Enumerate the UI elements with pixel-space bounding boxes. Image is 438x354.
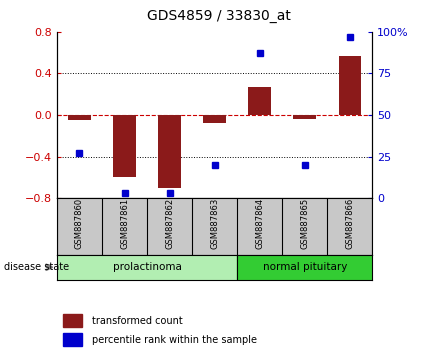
Text: GSM887866: GSM887866 — [345, 198, 354, 249]
Bar — [293, 115, 316, 119]
Text: prolactinoma: prolactinoma — [113, 262, 181, 272]
FancyBboxPatch shape — [63, 333, 82, 346]
Bar — [203, 115, 226, 124]
Bar — [68, 115, 91, 120]
Text: GSM887861: GSM887861 — [120, 198, 129, 249]
Bar — [339, 56, 361, 115]
Text: normal pituitary: normal pituitary — [262, 262, 347, 272]
Bar — [113, 115, 136, 177]
Text: transformed count: transformed count — [92, 316, 182, 326]
Text: GSM887862: GSM887862 — [165, 198, 174, 249]
Text: GSM887865: GSM887865 — [300, 198, 309, 249]
Text: GSM887863: GSM887863 — [210, 198, 219, 249]
Bar — [248, 87, 271, 115]
Text: disease state: disease state — [4, 262, 70, 272]
Bar — [158, 115, 181, 188]
Text: GDS4859 / 33830_at: GDS4859 / 33830_at — [147, 9, 291, 23]
Text: GSM887860: GSM887860 — [75, 198, 84, 249]
Text: GSM887864: GSM887864 — [255, 198, 264, 249]
Text: percentile rank within the sample: percentile rank within the sample — [92, 335, 257, 345]
FancyBboxPatch shape — [63, 314, 82, 327]
